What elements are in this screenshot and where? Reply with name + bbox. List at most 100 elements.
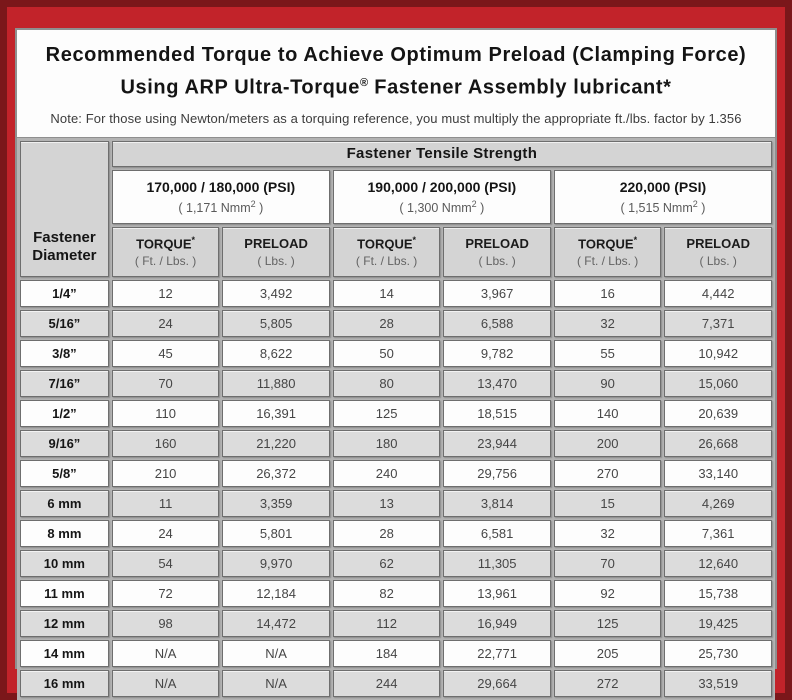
torque-value-cell: 70 bbox=[111, 369, 220, 397]
torque-value-cell: 160 bbox=[111, 429, 220, 457]
torque-value-cell: 45 bbox=[111, 339, 220, 367]
nmm-rating-label: ( 1,300 Nmm2 ) bbox=[399, 198, 485, 215]
preload-value-cell: 20,639 bbox=[664, 399, 772, 427]
registered-trademark-symbol: ® bbox=[359, 77, 369, 89]
preload-unit-label: ( Lbs. ) bbox=[478, 253, 516, 268]
preload-value-cell: N/A bbox=[222, 639, 330, 667]
nmm-rating-label: ( 1,171 Nmm2 ) bbox=[178, 198, 264, 215]
preload-value-cell: 8,622 bbox=[222, 339, 330, 367]
torque-value-cell: 72 bbox=[111, 579, 220, 607]
preload-value-cell: 26,372 bbox=[222, 459, 330, 487]
torque-column-header-0: TORQUE* ( Ft. / Lbs. ) bbox=[111, 226, 220, 277]
preload-label: PRELOAD bbox=[686, 235, 750, 251]
preload-value-cell: 7,371 bbox=[664, 309, 772, 337]
torque-value-cell: 98 bbox=[111, 609, 220, 637]
diameter-cell: 16 mm bbox=[20, 669, 109, 697]
preload-value-cell: 33,140 bbox=[664, 459, 772, 487]
torque-value-cell: 140 bbox=[553, 399, 662, 427]
torque-value-cell: 62 bbox=[332, 549, 441, 577]
torque-unit-label: ( Ft. / Lbs. ) bbox=[134, 254, 197, 269]
psi-rating-label: 170,000 / 180,000 (PSI) bbox=[146, 178, 296, 195]
table-row: 10 mm 54 9,970 62 11,305 70 12,640 bbox=[20, 549, 772, 577]
asterisk: * bbox=[633, 234, 638, 245]
diameter-cell: 8 mm bbox=[20, 519, 109, 547]
torque-value-cell: 90 bbox=[553, 369, 662, 397]
preload-value-cell: 22,771 bbox=[443, 639, 551, 667]
diameter-cell: 5/8” bbox=[20, 459, 109, 487]
preload-value-cell: 13,961 bbox=[443, 579, 551, 607]
preload-value-cell: 5,805 bbox=[222, 309, 330, 337]
torque-value-cell: 270 bbox=[553, 459, 662, 487]
fastener-diameter-header: Fastener Diameter bbox=[20, 140, 109, 277]
asterisk: * bbox=[191, 234, 196, 245]
preload-value-cell: 26,668 bbox=[664, 429, 772, 457]
table-row: 5/8” 210 26,372 240 29,756 270 33,140 bbox=[20, 459, 772, 487]
preload-value-cell: 29,756 bbox=[443, 459, 551, 487]
torque-value-cell: 110 bbox=[111, 399, 220, 427]
table-row: 12 mm 98 14,472 112 16,949 125 19,425 bbox=[20, 609, 772, 637]
preload-value-cell: 29,664 bbox=[443, 669, 551, 697]
preload-value-cell: 13,470 bbox=[443, 369, 551, 397]
torque-value-cell: 16 bbox=[553, 279, 662, 307]
preload-value-cell: 18,515 bbox=[443, 399, 551, 427]
fastener-tensile-strength-header: Fastener Tensile Strength bbox=[111, 140, 772, 167]
psi-rating-label: 190,000 / 200,000 (PSI) bbox=[367, 178, 517, 195]
torque-value-cell: 24 bbox=[111, 309, 220, 337]
preload-value-cell: 10,942 bbox=[664, 339, 772, 367]
torque-value-cell: 184 bbox=[332, 639, 441, 667]
conversion-note: Note: For those using Newton/meters as a… bbox=[50, 110, 742, 126]
preload-column-header-0: PRELOAD ( Lbs. ) bbox=[222, 226, 330, 277]
preload-value-cell: 4,269 bbox=[664, 489, 772, 517]
torque-value-cell: 32 bbox=[553, 519, 662, 547]
preload-value-cell: 4,442 bbox=[664, 279, 772, 307]
torque-column-header-1: TORQUE* ( Ft. / Lbs. ) bbox=[332, 226, 441, 277]
torque-value-cell: 15 bbox=[553, 489, 662, 517]
torque-label: TORQUE* bbox=[578, 234, 638, 252]
torque-value-cell: 210 bbox=[111, 459, 220, 487]
torque-spec-card: Recommended Torque to Achieve Optimum Pr… bbox=[15, 28, 777, 700]
diameter-cell: 6 mm bbox=[20, 489, 109, 517]
preload-value-cell: 14,472 bbox=[222, 609, 330, 637]
preload-value-cell: 15,060 bbox=[664, 369, 772, 397]
torque-value-cell: 32 bbox=[553, 309, 662, 337]
preload-value-cell: 16,949 bbox=[443, 609, 551, 637]
psi-group-header-0: 170,000 / 180,000 (PSI) ( 1,171 Nmm2 ) bbox=[111, 169, 330, 224]
preload-value-cell: 19,425 bbox=[664, 609, 772, 637]
diameter-cell: 10 mm bbox=[20, 549, 109, 577]
preload-value-cell: 5,801 bbox=[222, 519, 330, 547]
table-row: 1/2” 110 16,391 125 18,515 140 20,639 bbox=[20, 399, 772, 427]
diameter-cell: 12 mm bbox=[20, 609, 109, 637]
page-title: Recommended Torque to Achieve Optimum Pr… bbox=[17, 41, 775, 102]
torque-value-cell: N/A bbox=[111, 669, 220, 697]
torque-value-cell: 125 bbox=[553, 609, 662, 637]
table-row: 1/4” 12 3,492 14 3,967 16 4,442 bbox=[20, 279, 772, 307]
table-row: 6 mm 11 3,359 13 3,814 15 4,269 bbox=[20, 489, 772, 517]
superscript-2: 2 bbox=[692, 198, 698, 209]
superscript-2: 2 bbox=[250, 198, 256, 209]
torque-value-cell: 244 bbox=[332, 669, 441, 697]
preload-value-cell: 6,588 bbox=[443, 309, 551, 337]
asterisk: * bbox=[412, 234, 417, 245]
table-row: 3/8” 45 8,622 50 9,782 55 10,942 bbox=[20, 339, 772, 367]
torque-value-cell: 180 bbox=[332, 429, 441, 457]
diameter-cell: 14 mm bbox=[20, 639, 109, 667]
preload-value-cell: 33,519 bbox=[664, 669, 772, 697]
table-row: 16 mm N/A N/A 244 29,664 272 33,519 bbox=[20, 669, 772, 697]
preload-value-cell: 3,814 bbox=[443, 489, 551, 517]
table-row: 8 mm 24 5,801 28 6,581 32 7,361 bbox=[20, 519, 772, 547]
torque-label: TORQUE* bbox=[136, 234, 196, 252]
preload-column-header-2: PRELOAD ( Lbs. ) bbox=[664, 226, 772, 277]
torque-value-cell: 80 bbox=[332, 369, 441, 397]
preload-label: PRELOAD bbox=[244, 235, 308, 251]
torque-value-cell: 240 bbox=[332, 459, 441, 487]
preload-value-cell: 12,184 bbox=[222, 579, 330, 607]
preload-value-cell: 9,782 bbox=[443, 339, 551, 367]
tensile-strength-row: Fastener Diameter Fastener Tensile Stren… bbox=[20, 140, 772, 277]
torque-value-cell: 24 bbox=[111, 519, 220, 547]
diameter-cell: 1/2” bbox=[20, 399, 109, 427]
torque-value-cell: 28 bbox=[332, 309, 441, 337]
torque-value-cell: 70 bbox=[553, 549, 662, 577]
torque-value-cell: 112 bbox=[332, 609, 441, 637]
torque-value-cell: 205 bbox=[553, 639, 662, 667]
